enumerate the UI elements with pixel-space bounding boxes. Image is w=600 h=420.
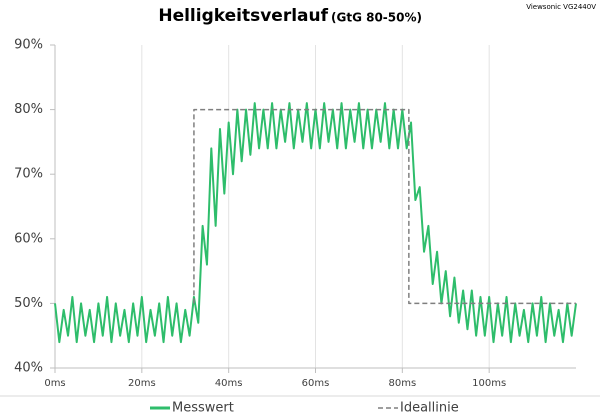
- x-tick-label: 100ms: [472, 378, 506, 389]
- chart-subtitle: (GtG 80-50%): [331, 11, 422, 25]
- x-tick-label: 40ms: [215, 378, 243, 389]
- x-tick-label: 60ms: [302, 378, 330, 389]
- y-tick-label: 90%: [14, 38, 43, 53]
- annotation: Viewsonic VG2440V: [526, 3, 596, 11]
- legend-label: Messwert: [172, 401, 234, 416]
- chart-title: Helligkeitsverlauf: [158, 6, 328, 26]
- legend-label: Ideallinie: [400, 401, 459, 416]
- series-line: [193, 108, 576, 305]
- x-tick-label: 20ms: [128, 378, 156, 389]
- x-tick-label: 0ms: [44, 378, 65, 389]
- y-tick-label: 60%: [14, 231, 43, 246]
- y-tick-label: 80%: [14, 102, 43, 117]
- y-tick-label: 50%: [14, 296, 43, 311]
- y-tick-label: 70%: [14, 167, 43, 182]
- y-tick-label: 40%: [14, 361, 43, 376]
- x-tick-label: 80ms: [388, 378, 416, 389]
